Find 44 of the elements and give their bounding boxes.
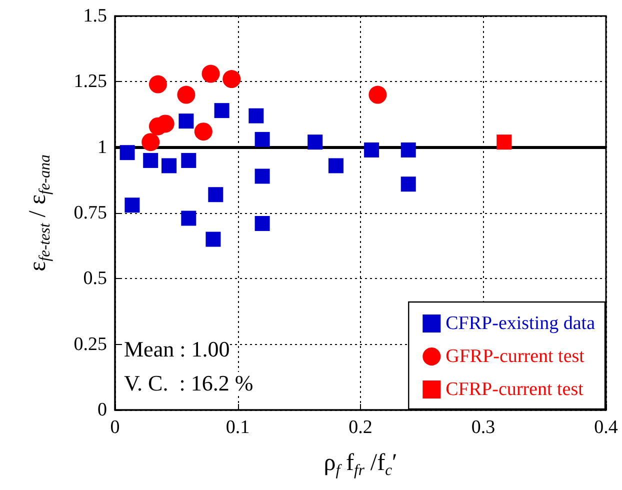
- point: [162, 158, 177, 174]
- point: [328, 158, 344, 174]
- y-tick-label: 0: [98, 400, 107, 420]
- point: [364, 142, 380, 158]
- y-tick-label: 1.25: [74, 71, 107, 92]
- point: [368, 86, 387, 104]
- legend-label: CFRP-current test: [446, 379, 584, 400]
- y-axis-title: εfe-test / εfe-ana: [24, 154, 54, 272]
- point: [143, 152, 158, 168]
- point: [206, 232, 221, 247]
- point: [222, 70, 241, 88]
- point: [148, 75, 167, 94]
- point: [400, 142, 416, 158]
- y-tick-label: 1: [98, 136, 107, 158]
- point: [178, 114, 194, 129]
- legend-label: GFRP-current test: [446, 346, 586, 367]
- y-tick-label: 0.75: [74, 202, 107, 224]
- y-tick-label: 0.25: [74, 334, 107, 355]
- point: [308, 134, 323, 150]
- point: [208, 187, 224, 202]
- annotation: Mean : 1.00: [124, 336, 230, 362]
- point: [181, 152, 196, 168]
- point: [214, 103, 230, 118]
- annotation: V. C. : 16.2 %: [124, 370, 254, 396]
- point: [400, 176, 416, 192]
- y-tick-label: 0.5: [83, 268, 107, 290]
- x-tick-label: 0.1: [226, 417, 250, 438]
- point: [181, 210, 196, 226]
- x-tick-label: 0.4: [594, 417, 618, 438]
- y-tick-label: 1.5: [83, 6, 107, 26]
- point: [202, 64, 220, 83]
- point: [254, 132, 270, 147]
- point: [177, 86, 196, 104]
- x-tick-label: 0.2: [348, 417, 372, 438]
- point: [120, 145, 135, 160]
- legend-label: CFRP-existing data: [446, 313, 596, 334]
- point: [496, 134, 512, 150]
- point: [124, 198, 140, 213]
- point: [194, 122, 212, 141]
- point: [248, 108, 264, 124]
- point: [142, 133, 160, 152]
- x-tick-label: 0.3: [471, 417, 496, 438]
- point: [254, 168, 270, 184]
- point: [254, 216, 270, 232]
